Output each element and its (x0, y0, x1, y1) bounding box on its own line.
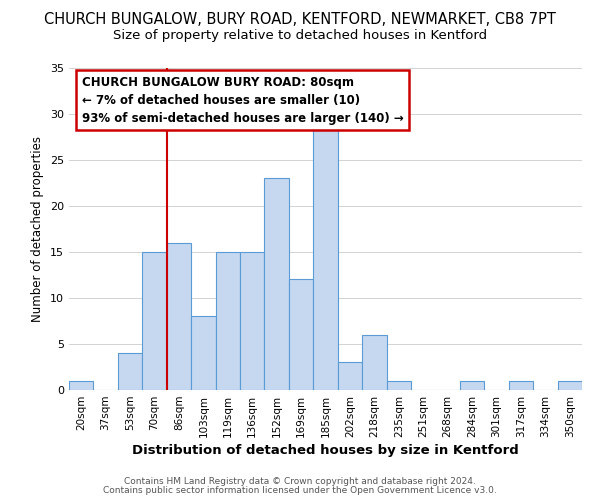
Bar (509, 381, 533, 390)
Bar (338, 362, 362, 390)
Text: Contains HM Land Registry data © Crown copyright and database right 2024.: Contains HM Land Registry data © Crown c… (124, 477, 476, 486)
Bar (142, 252, 167, 390)
Bar (215, 252, 240, 390)
Bar (191, 316, 215, 390)
Bar (557, 381, 582, 390)
Bar (386, 381, 411, 390)
Bar (362, 334, 386, 390)
Bar (313, 123, 338, 390)
Text: Contains public sector information licensed under the Open Government Licence v3: Contains public sector information licen… (103, 486, 497, 495)
Bar (240, 252, 265, 390)
Bar (167, 242, 191, 390)
Bar (460, 381, 484, 390)
Text: CHURCH BUNGALOW BURY ROAD: 80sqm
← 7% of detached houses are smaller (10)
93% of: CHURCH BUNGALOW BURY ROAD: 80sqm ← 7% of… (82, 76, 404, 124)
Bar (118, 353, 142, 390)
Bar (69, 381, 94, 390)
Bar (265, 178, 289, 390)
X-axis label: Distribution of detached houses by size in Kentford: Distribution of detached houses by size … (132, 444, 519, 457)
Bar (289, 280, 313, 390)
Y-axis label: Number of detached properties: Number of detached properties (31, 136, 44, 322)
Text: CHURCH BUNGALOW, BURY ROAD, KENTFORD, NEWMARKET, CB8 7PT: CHURCH BUNGALOW, BURY ROAD, KENTFORD, NE… (44, 12, 556, 28)
Text: Size of property relative to detached houses in Kentford: Size of property relative to detached ho… (113, 29, 487, 42)
